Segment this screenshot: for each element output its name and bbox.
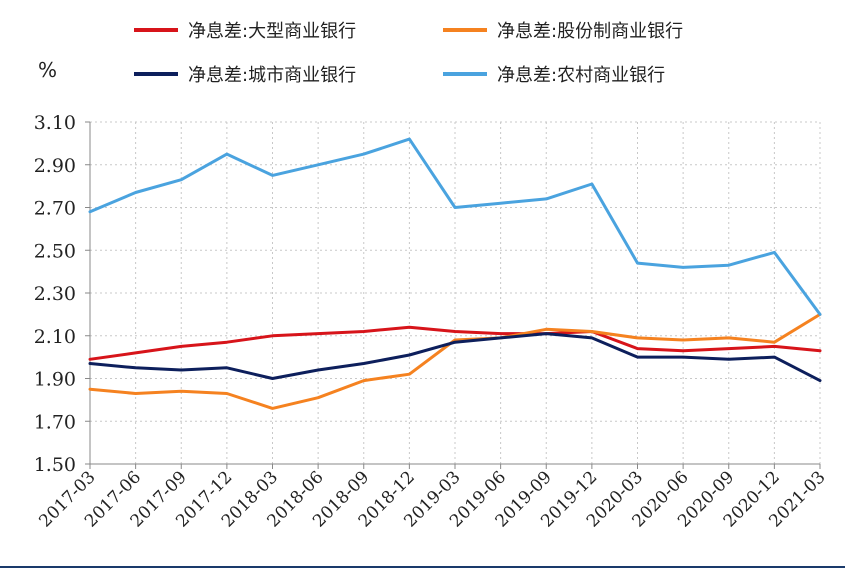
- bottom-rule: [0, 566, 845, 568]
- y-tick-label: 2.30: [34, 283, 76, 305]
- series-line-3: [88, 137, 822, 316]
- legend-label: 净息差:农村商业银行: [497, 65, 665, 86]
- series-line-2: [88, 332, 822, 383]
- series-group: [88, 137, 822, 410]
- y-tick-label: 2.70: [34, 198, 76, 220]
- x-axis-ticks: 2017-032017-062017-092017-122018-032018-…: [35, 467, 829, 531]
- y-tick-label: 2.10: [34, 326, 76, 348]
- axes: [85, 121, 821, 469]
- y-tick-label: 1.70: [34, 411, 76, 433]
- legend-label: 净息差:大型商业银行: [188, 21, 356, 42]
- y-tick-label: 1.50: [34, 454, 76, 476]
- legend-label: 净息差:股份制商业银行: [497, 21, 683, 42]
- series-line-1: [88, 312, 822, 410]
- y-axis-ticks: 3.10 2.90 2.70 2.50 2.30 2.10 1.90 1.70 1.50: [34, 112, 76, 476]
- grid: [90, 121, 821, 464]
- y-tick-label: 2.90: [34, 155, 76, 177]
- series-line-0: [88, 325, 822, 361]
- y-tick-label: 1.90: [34, 369, 76, 391]
- y-tick-label: 3.10: [34, 112, 76, 134]
- legend-label: 净息差:城市商业银行: [188, 65, 356, 86]
- y-unit-label: %: [38, 58, 57, 82]
- y-tick-label: 2.50: [34, 240, 76, 262]
